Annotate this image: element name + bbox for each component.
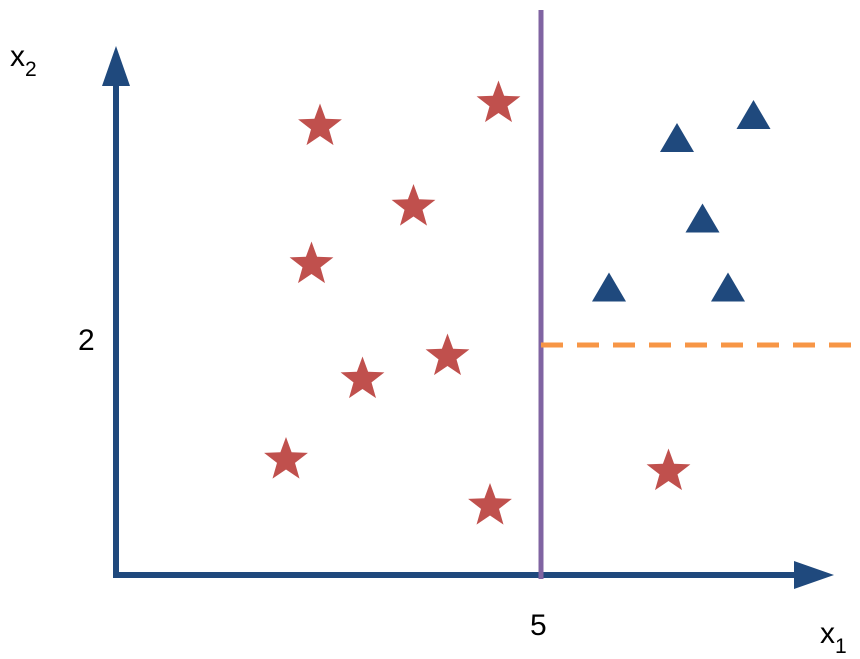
triangle-point [685,203,720,233]
x-axis-label: x1 [820,617,847,658]
y-axis-label-main: x [10,40,25,73]
star-point [391,184,436,226]
y-axis-label-subscript: 2 [25,58,37,81]
triangle-point [592,272,626,302]
split-lines [538,10,860,579]
star-point [425,333,470,376]
star-point [340,356,385,399]
star-point [264,437,308,479]
x-tick-label: 5 [530,609,547,642]
triangle-point [660,123,694,152]
y-axis-arrowhead [102,46,130,86]
star-point [289,241,334,284]
y-tick-label: 2 [78,324,95,357]
x-axis-label-subscript: 1 [835,635,847,658]
x-axis-arrowhead [794,561,834,589]
star-point [468,483,512,525]
data-points [264,80,771,525]
y-axis-label: x2 [10,40,37,81]
triangle-point [736,100,771,129]
x-axis-label-main: x [820,617,835,650]
triangle-point [711,272,745,302]
axes [102,46,834,589]
star-point [476,80,521,123]
star-point [646,448,691,491]
star-point [298,103,342,146]
